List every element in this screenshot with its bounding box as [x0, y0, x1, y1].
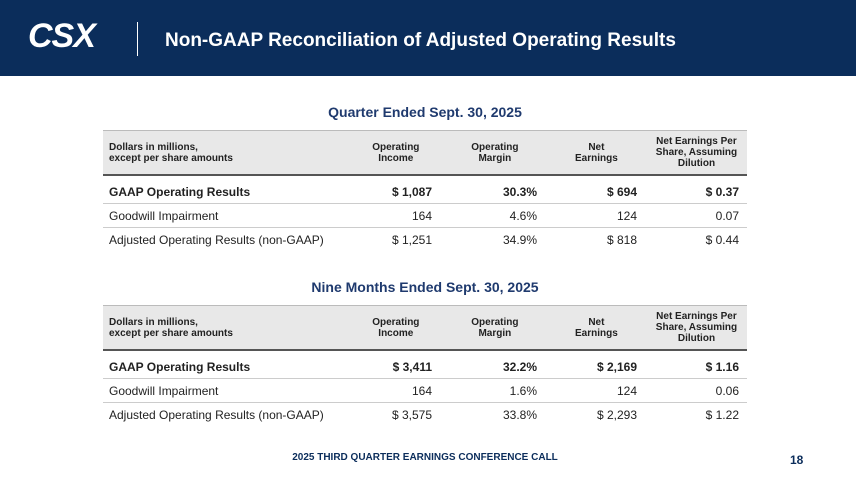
table-cell: 164 — [411, 383, 432, 398]
table-cell: $ 2,169 — [596, 359, 637, 374]
page-number: 18 — [790, 453, 804, 467]
header-bar: CSX Non-GAAP Reconciliation of Adjusted … — [0, 0, 856, 76]
table-cell: 34.9% — [502, 233, 537, 247]
table-row: Goodwill Impairment 164 4.6% 124 0.07 — [103, 204, 747, 228]
table-cell: $ 0.37 — [705, 184, 739, 199]
table-cell: $ 2,293 — [596, 408, 637, 422]
table-cell: 0.07 — [715, 208, 739, 223]
table-row: Adjusted Operating Results (non-GAAP) $ 1… — [103, 228, 747, 252]
table-cell: 124 — [616, 383, 637, 398]
table-title: Quarter Ended Sept. 30, 2025 — [328, 104, 522, 120]
table-cell: $ 694 — [606, 184, 637, 199]
table-cell: $ 1.16 — [705, 359, 739, 374]
table-cell: Goodwill Impairment — [109, 383, 219, 398]
table-cell: 4.6% — [509, 208, 537, 223]
table-cell: 124 — [616, 208, 637, 223]
table-title: Nine Months Ended Sept. 30, 2025 — [311, 279, 539, 295]
column-header: Operating Income — [372, 316, 420, 339]
table-cell: Adjusted Operating Results (non-GAAP) — [109, 233, 324, 247]
column-header: Net Earnings — [575, 141, 618, 164]
table-cell: $ 0.44 — [705, 233, 739, 247]
table-row: Adjusted Operating Results (non-GAAP) $ 3… — [103, 403, 747, 427]
table-cell: $ 1,251 — [391, 233, 432, 247]
table-cell: 164 — [411, 208, 432, 223]
table-cell: $ 818 — [606, 233, 637, 247]
table: Dollars in millions, except per share am… — [103, 130, 747, 252]
table-cell: $ 1,087 — [391, 184, 432, 199]
column-header: Dollars in millions, except per share am… — [109, 141, 233, 164]
table-cell: 33.8% — [502, 408, 537, 422]
column-header: Operating Margin — [471, 316, 519, 339]
slide-title: Non-GAAP Reconciliation of Adjusted Oper… — [165, 30, 676, 51]
table-cell: 32.2% — [502, 359, 537, 374]
column-header: Operating Income — [372, 141, 420, 164]
column-header: Net Earnings Per Share, Assuming Dilutio… — [655, 136, 738, 169]
table-cell: $ 3,575 — [391, 408, 432, 422]
table-row: Goodwill Impairment 164 1.6% 124 0.06 — [103, 379, 747, 403]
column-header: Dollars in millions, except per share am… — [109, 316, 233, 339]
header-row: Dollars in millions, except per share am… — [103, 305, 747, 351]
column-header: Net Earnings Per Share, Assuming Dilutio… — [655, 311, 738, 344]
logo: CSX — [28, 17, 96, 55]
table-cell: $ 1.22 — [705, 408, 739, 422]
table-cell: Goodwill Impairment — [109, 208, 219, 223]
table-cell: Adjusted Operating Results (non-GAAP) — [109, 408, 324, 422]
separator — [137, 22, 138, 56]
table: Dollars in millions, except per share am… — [103, 305, 747, 427]
column-header: Operating Margin — [471, 141, 519, 164]
table-cell: $ 3,411 — [392, 359, 432, 374]
table-row: GAAP Operating Results $ 3,411 32.2% $ 2,16… — [103, 355, 747, 379]
table-cell: GAAP Operating Results — [109, 359, 251, 374]
header-row: Dollars in millions, except per share am… — [103, 130, 747, 176]
table-cell: GAAP Operating Results — [109, 184, 251, 199]
table-cell: 1.6% — [509, 383, 537, 398]
footer-text: 2025 THIRD QUARTER EARNINGS CONFERENCE C… — [292, 452, 558, 463]
table-cell: 0.06 — [715, 383, 739, 398]
table-row: GAAP Operating Results $ 1,087 30.3% $ 694 $… — [103, 180, 747, 204]
column-header: Net Earnings — [575, 316, 618, 339]
table-cell: 30.3% — [502, 184, 537, 199]
